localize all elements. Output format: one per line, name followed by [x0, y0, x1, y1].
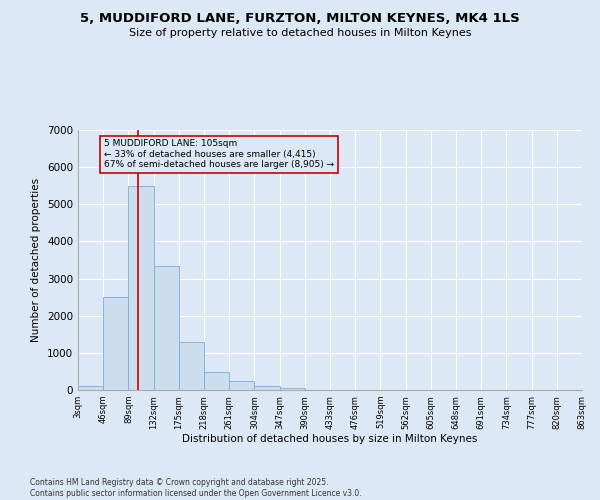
Bar: [204, 372, 229, 390]
Bar: [254, 386, 280, 390]
Text: 5 MUDDIFORD LANE: 105sqm
← 33% of detached houses are smaller (4,415)
67% of sem: 5 MUDDIFORD LANE: 105sqm ← 33% of detach…: [104, 140, 334, 169]
Bar: [229, 382, 254, 390]
Bar: [179, 342, 204, 390]
Bar: [103, 297, 128, 390]
Text: 5, MUDDIFORD LANE, FURZTON, MILTON KEYNES, MK4 1LS: 5, MUDDIFORD LANE, FURZTON, MILTON KEYNE…: [80, 12, 520, 26]
Text: Contains HM Land Registry data © Crown copyright and database right 2025.
Contai: Contains HM Land Registry data © Crown c…: [30, 478, 362, 498]
X-axis label: Distribution of detached houses by size in Milton Keynes: Distribution of detached houses by size …: [182, 434, 478, 444]
Bar: [154, 266, 179, 390]
Y-axis label: Number of detached properties: Number of detached properties: [31, 178, 41, 342]
Bar: [280, 388, 305, 390]
Bar: [128, 186, 154, 390]
Text: Size of property relative to detached houses in Milton Keynes: Size of property relative to detached ho…: [129, 28, 471, 38]
Bar: [78, 386, 103, 390]
